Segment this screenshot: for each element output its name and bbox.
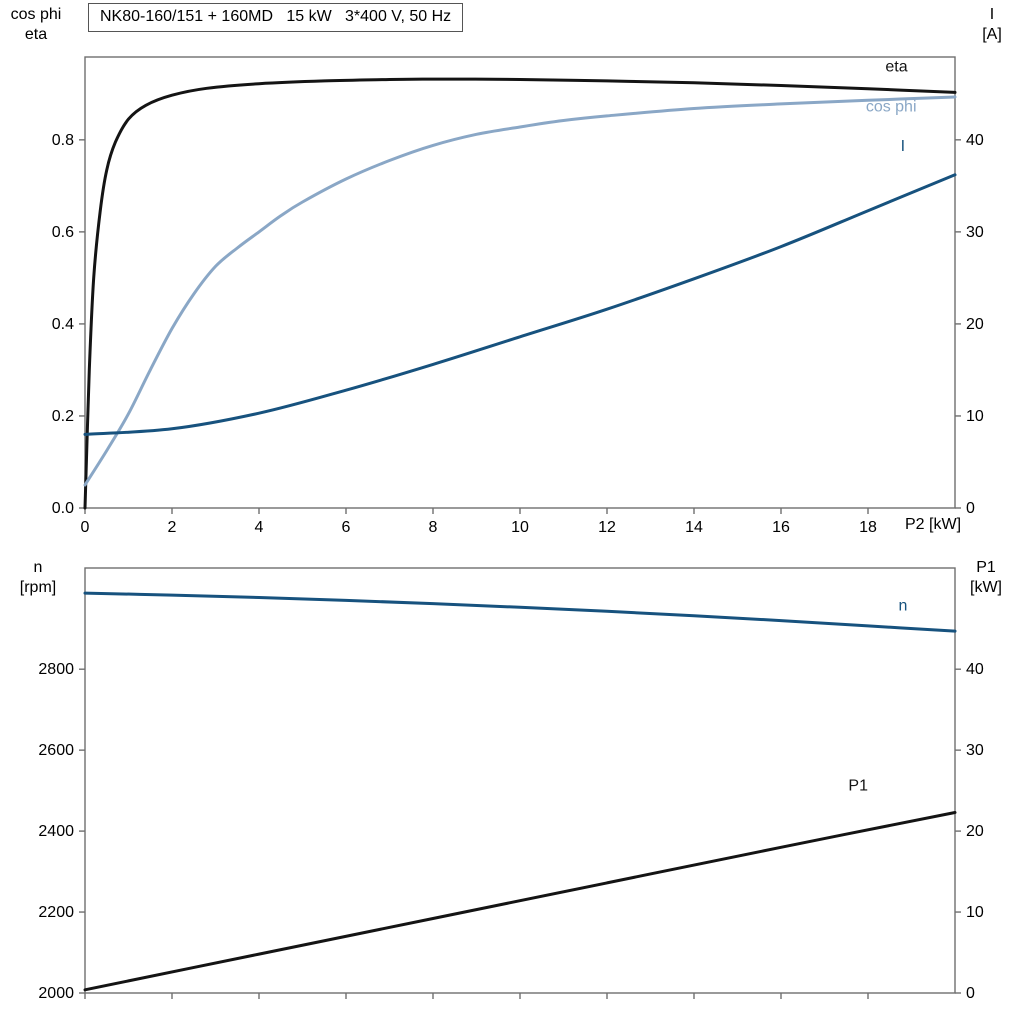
right-axis-title-line2: [kW]	[970, 579, 1002, 596]
svg-text:4: 4	[255, 519, 264, 536]
svg-text:0.4: 0.4	[52, 316, 74, 333]
svg-text:0: 0	[966, 985, 975, 1002]
svg-text:18: 18	[859, 519, 877, 536]
right-axis-title-line2: [A]	[982, 26, 1002, 43]
svg-text:20: 20	[966, 316, 984, 333]
x-axis-label: P2 [kW]	[905, 516, 962, 533]
right-axis-title-top-chart: I [A]	[966, 5, 1018, 45]
svg-text:I: I	[901, 138, 905, 155]
svg-text:2000: 2000	[38, 985, 74, 1002]
right-axis-title-bottom-chart: P1 [kW]	[958, 558, 1014, 598]
svg-text:0: 0	[81, 519, 90, 536]
svg-text:2200: 2200	[38, 904, 74, 921]
svg-text:40: 40	[966, 132, 984, 149]
svg-text:0.0: 0.0	[52, 500, 74, 517]
svg-text:16: 16	[772, 519, 790, 536]
left-axis-title-line1: n	[33, 559, 43, 576]
svg-text:40: 40	[966, 661, 984, 678]
svg-text:n: n	[898, 598, 907, 615]
left-axis-title-line2: eta	[24, 26, 48, 43]
svg-text:0: 0	[966, 500, 975, 517]
left-axis-title-top-chart: cos phi eta	[4, 5, 68, 45]
svg-text:eta: eta	[885, 59, 907, 76]
svg-text:2800: 2800	[38, 661, 74, 678]
svg-text:0.8: 0.8	[52, 132, 74, 149]
svg-text:cos phi: cos phi	[866, 98, 917, 115]
svg-text:30: 30	[966, 742, 984, 759]
svg-text:2600: 2600	[38, 742, 74, 759]
left-axis-title-line2: [rpm]	[19, 579, 57, 596]
svg-text:10: 10	[511, 519, 529, 536]
svg-text:6: 6	[342, 519, 351, 536]
svg-text:30: 30	[966, 224, 984, 241]
left-axis-title-bottom-chart: n [rpm]	[10, 558, 66, 598]
svg-text:10: 10	[966, 904, 984, 921]
svg-text:2: 2	[168, 519, 177, 536]
svg-text:0.2: 0.2	[52, 408, 74, 425]
right-axis-title-line1: I	[989, 6, 995, 23]
svg-text:14: 14	[685, 519, 703, 536]
right-axis-title-line1: P1	[976, 559, 996, 576]
svg-text:2400: 2400	[38, 823, 74, 840]
svg-text:0.6: 0.6	[52, 224, 74, 241]
svg-text:20: 20	[966, 823, 984, 840]
chart-title: NK80-160/151 + 160MD 15 kW 3*400 V, 50 H…	[88, 3, 464, 32]
svg-text:12: 12	[598, 519, 616, 536]
svg-text:P1: P1	[848, 778, 868, 795]
left-axis-title-line1: cos phi	[10, 6, 62, 23]
svg-text:10: 10	[966, 408, 984, 425]
svg-text:8: 8	[429, 519, 438, 536]
